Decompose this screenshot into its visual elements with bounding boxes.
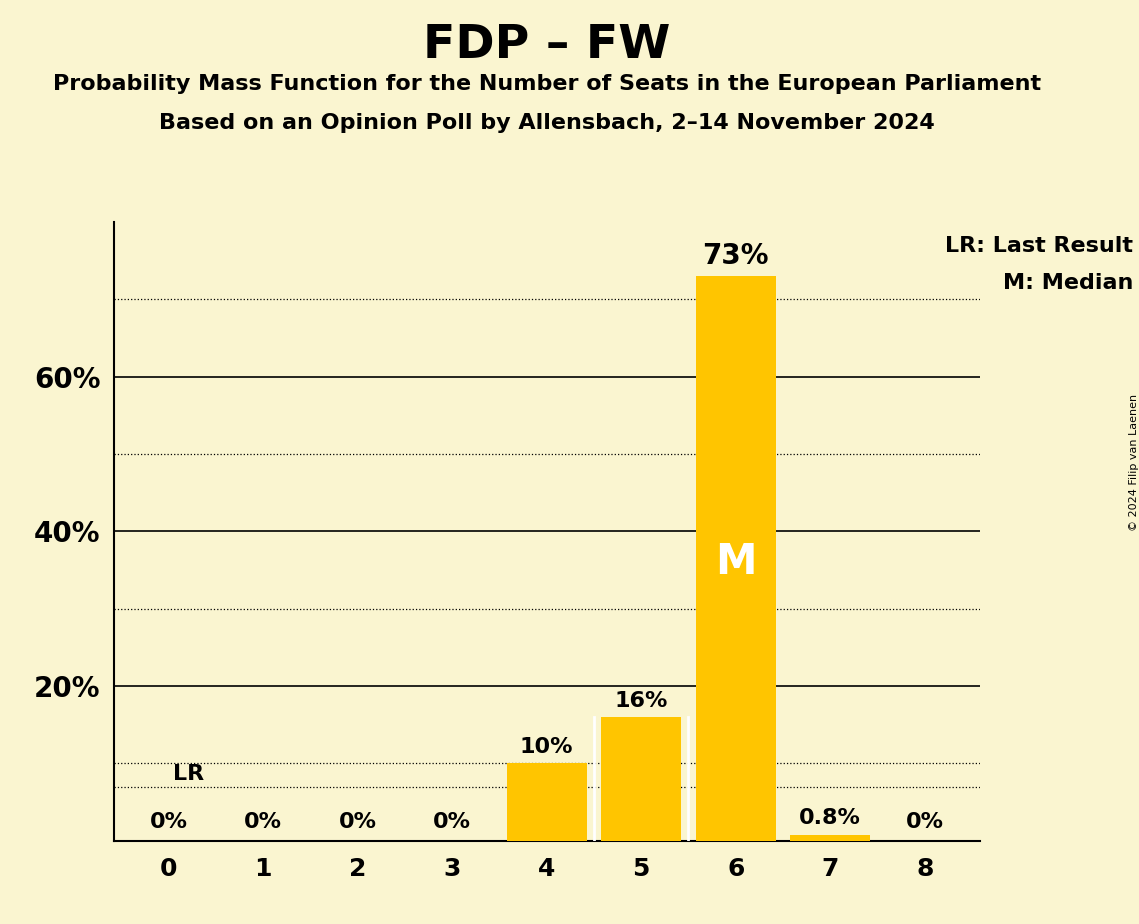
Text: © 2024 Filip van Laenen: © 2024 Filip van Laenen xyxy=(1129,394,1139,530)
Text: 0%: 0% xyxy=(433,811,472,832)
Bar xyxy=(507,763,587,841)
Text: M: M xyxy=(715,541,756,583)
Bar xyxy=(601,717,681,841)
Text: 73%: 73% xyxy=(703,242,769,270)
Text: 0%: 0% xyxy=(244,811,282,832)
Text: 0%: 0% xyxy=(906,811,944,832)
Text: 0.8%: 0.8% xyxy=(800,808,861,829)
Text: M: Median: M: Median xyxy=(1003,273,1133,293)
Text: LR: Last Result: LR: Last Result xyxy=(945,236,1133,256)
Text: 0%: 0% xyxy=(338,811,377,832)
Text: FDP – FW: FDP – FW xyxy=(423,23,671,68)
Bar xyxy=(696,276,776,841)
Text: 0%: 0% xyxy=(149,811,188,832)
Text: LR: LR xyxy=(173,763,205,784)
Text: Probability Mass Function for the Number of Seats in the European Parliament: Probability Mass Function for the Number… xyxy=(52,74,1041,94)
Bar xyxy=(790,834,870,841)
Text: 16%: 16% xyxy=(615,691,667,711)
Text: Based on an Opinion Poll by Allensbach, 2–14 November 2024: Based on an Opinion Poll by Allensbach, … xyxy=(158,113,935,133)
Text: 10%: 10% xyxy=(521,737,573,758)
